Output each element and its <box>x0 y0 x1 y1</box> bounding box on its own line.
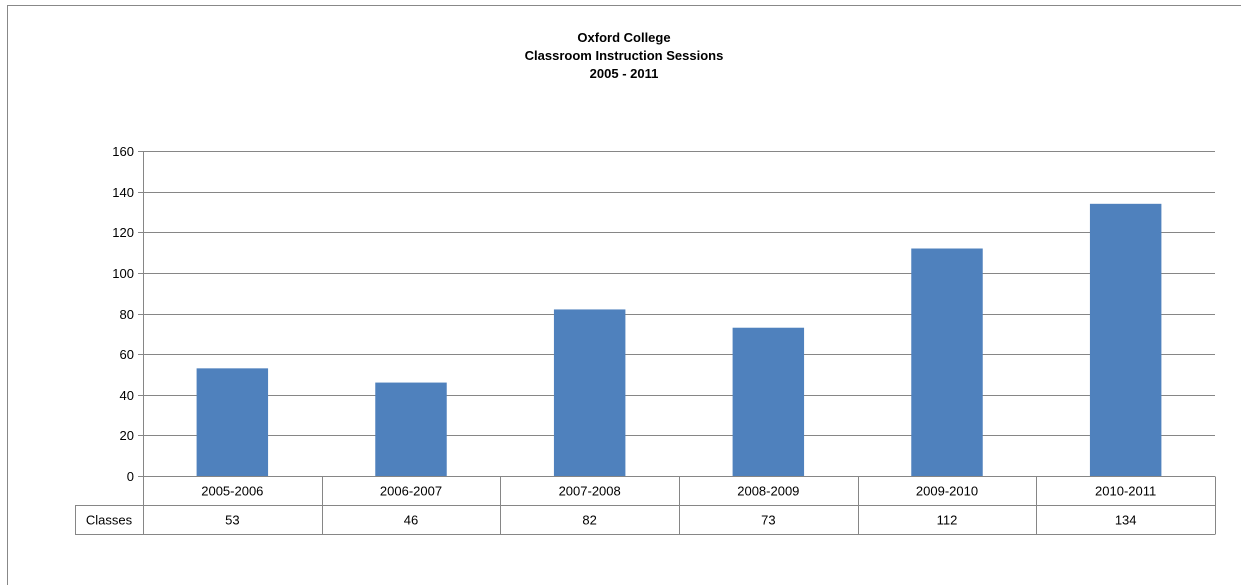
x-tick-label: 2009-2010 <box>916 484 978 499</box>
y-tick-label: 140 <box>112 185 134 200</box>
chart-title: Oxford College Classroom Instruction Ses… <box>525 30 724 81</box>
bar <box>911 248 983 476</box>
y-tick-label: 80 <box>120 307 134 322</box>
y-tick-label: 60 <box>120 347 134 362</box>
x-tick-label: 2006-2007 <box>380 484 442 499</box>
data-value-cell: 134 <box>1115 513 1137 528</box>
bar <box>553 309 626 476</box>
y-tick-label: 20 <box>120 428 134 443</box>
data-table: 2005-2006 2006-2007 2007-2008 2008-2009 2009… <box>75 476 1216 535</box>
data-value-cell: 82 <box>582 513 596 528</box>
chart-title-line-1: Oxford College <box>577 30 670 45</box>
x-tick-label: 2007-2008 <box>559 484 621 499</box>
x-tick-label: 2005-2006 <box>201 484 263 499</box>
y-tick-label: 100 <box>112 266 134 281</box>
x-tick-label: 2010-2011 <box>1095 484 1156 499</box>
y-tick-label: 160 <box>112 144 134 159</box>
y-tick-label: 0 <box>127 469 134 484</box>
data-value-cell: 73 <box>761 513 775 528</box>
data-value-cell: 112 <box>937 513 958 528</box>
x-tick-label: 2008-2009 <box>737 484 799 499</box>
y-tick-label: 40 <box>120 388 134 403</box>
chart-title-line-3: 2005 - 2011 <box>590 66 659 81</box>
gridlines <box>138 151 1215 477</box>
bar <box>732 327 805 476</box>
y-axis: 0 20 40 60 80 100 120 140 160 <box>112 144 144 484</box>
data-value-cell: 53 <box>225 513 239 528</box>
bar <box>375 382 447 476</box>
chart-title-line-2: Classroom Instruction Sessions <box>525 48 724 63</box>
legend-series-label: Classes <box>86 513 133 528</box>
chart-frame <box>7 5 1241 585</box>
bar <box>1089 203 1162 476</box>
bar <box>196 368 269 476</box>
bars <box>196 203 1162 476</box>
y-tick-label: 120 <box>112 225 134 240</box>
data-value-cell: 46 <box>404 513 418 528</box>
